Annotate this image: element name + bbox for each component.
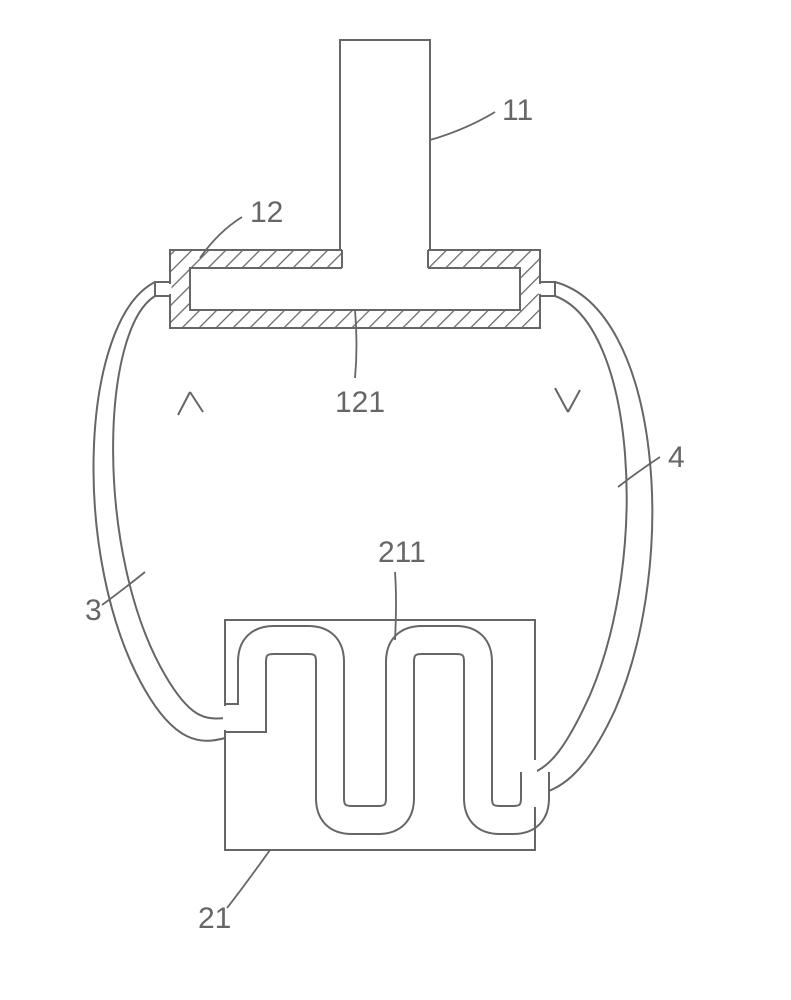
label-12: 12 [250, 196, 283, 229]
right-flow-arrow [555, 388, 580, 412]
header-right-stub [540, 282, 555, 296]
label-21: 21 [198, 902, 231, 935]
header-inner-cavity [190, 268, 520, 310]
label-3: 3 [85, 594, 102, 627]
label-211: 211 [378, 536, 426, 569]
label-11: 11 [502, 94, 533, 127]
left-flow-arrow [178, 392, 203, 415]
right-tube [535, 282, 652, 795]
label-121: 121 [335, 386, 385, 419]
label-4: 4 [668, 441, 685, 474]
left-tube [94, 282, 225, 741]
top-pipe [340, 40, 430, 250]
serpentine-channel [225, 620, 535, 820]
leaders [102, 112, 660, 908]
diagram-canvas: 11 12 121 3 4 211 21 [0, 0, 791, 1000]
header-left-stub [155, 282, 170, 296]
